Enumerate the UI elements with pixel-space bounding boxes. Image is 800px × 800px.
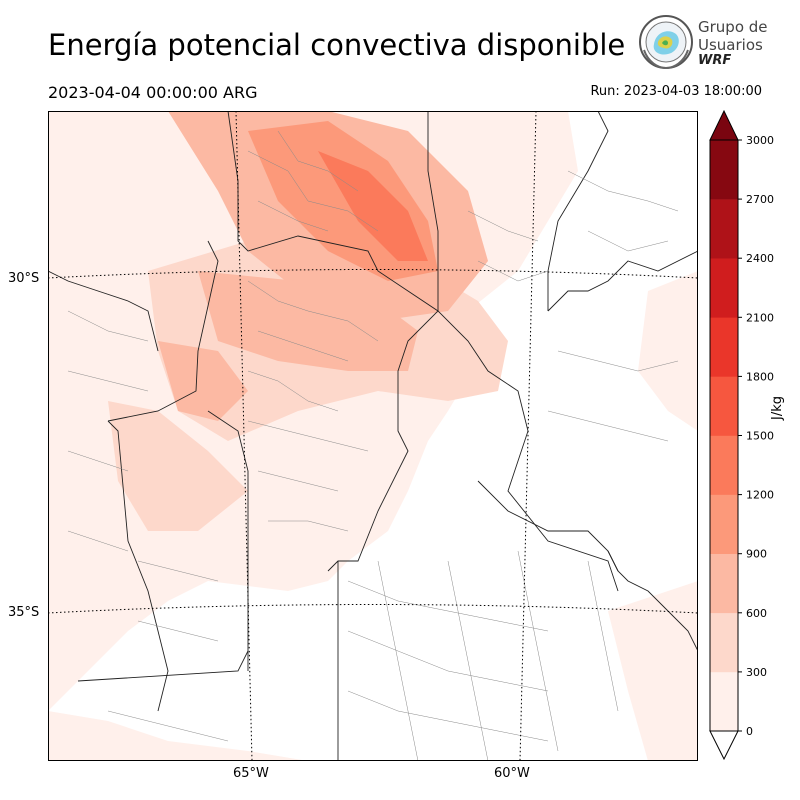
- colorbar-bin: [710, 376, 738, 436]
- graticule: [48, 111, 698, 761]
- colorbar-tick-label: 2700: [746, 193, 774, 206]
- colorbar-bin: [710, 612, 738, 673]
- valid-time: 2023-04-04 00:00:00 ARG: [48, 83, 258, 102]
- colorbar-bin: [710, 435, 738, 495]
- logo-text-line1: Grupo de: [698, 18, 768, 36]
- colorbar-tick-label: 2400: [746, 252, 774, 265]
- lat-label-35s: 35°S: [8, 605, 40, 620]
- colorbar-extend-min: [709, 730, 739, 761]
- colorbar-tick-label: 2100: [746, 311, 774, 324]
- run-time: Run: 2023-04-03 18:00:00: [590, 84, 762, 99]
- cape-map: [48, 111, 698, 761]
- colorbar-tick-label: 600: [746, 607, 767, 620]
- colorbar-extend-max: [709, 110, 739, 141]
- page-title: Energía potencial convectiva disponible: [48, 28, 626, 62]
- coastline: [607, 550, 698, 652]
- lon-label-65w: 65°W: [233, 766, 269, 781]
- colorbar-bin: [710, 258, 738, 318]
- colorbar-tick-label: 1500: [746, 430, 774, 443]
- logo-text-line3: WRF: [698, 53, 732, 68]
- colorbar-bin: [710, 553, 738, 614]
- colorbar: 0 300 600 900 1200 1500 1800 2100 2400 2700 3000: [709, 110, 774, 761]
- colorbar-bin: [710, 494, 738, 554]
- colorbar-bin: [710, 671, 738, 732]
- colorbar-bin: [710, 317, 738, 377]
- department-borders: [67, 130, 679, 761]
- wrf-logo: Grupo de Usuarios WRF: [638, 14, 768, 76]
- colorbar-tick-label: 1800: [746, 370, 774, 383]
- colorbar-tick-label: 3000: [746, 134, 774, 147]
- lat-label-30s: 30°S: [8, 271, 40, 286]
- colorbar-tick-label: 1200: [746, 489, 774, 502]
- cape-shading: [48, 111, 698, 761]
- lon-label-60w: 60°W: [494, 766, 530, 781]
- colorbar-unit-label: J/kg: [770, 396, 785, 420]
- colorbar-bin: [710, 199, 738, 259]
- globe-icon: [639, 15, 693, 70]
- colorbar-bin: [710, 140, 738, 200]
- logo-text-line2: Usuarios: [698, 36, 763, 54]
- colorbar-tick-label: 0: [746, 725, 753, 738]
- colorbar-tick-label: 900: [746, 548, 767, 561]
- colorbar-tick-label: 300: [746, 666, 767, 679]
